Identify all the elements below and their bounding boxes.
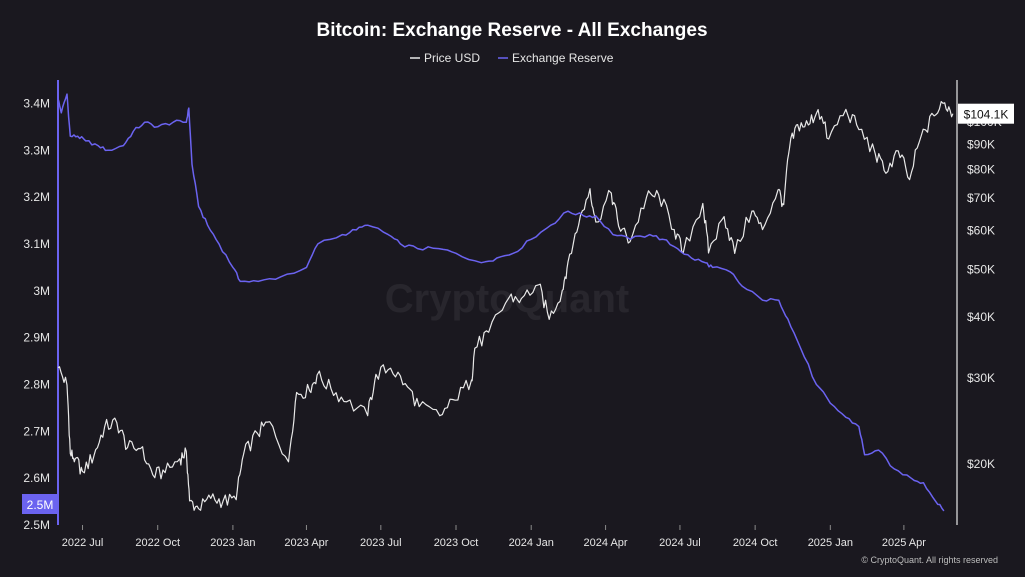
x-tick-label: 2025 Apr — [882, 537, 926, 549]
right-tick-label: $20K — [967, 457, 995, 471]
left-tick-label: 2.9M — [23, 331, 50, 345]
left-tick-label: 3.4M — [23, 96, 50, 110]
price-badge-value: $104.1K — [964, 108, 1009, 122]
x-tick-label: 2023 Jul — [360, 537, 402, 549]
x-tick-label: 2024 Oct — [733, 537, 778, 549]
right-tick-label: $60K — [967, 224, 995, 238]
legend-item-reserve[interactable]: Exchange Reserve — [498, 51, 614, 65]
right-tick-label: $40K — [967, 310, 995, 324]
left-tick-label: 3M — [33, 284, 50, 298]
x-tick-label: 2023 Apr — [284, 537, 328, 549]
x-tick-label: 2024 Jan — [509, 537, 554, 549]
x-tick-label: 2024 Apr — [584, 537, 628, 549]
exchange-reserve-line — [57, 93, 945, 512]
left-tick-label: 2.6M — [23, 471, 50, 485]
right-tick-label: $30K — [967, 371, 995, 385]
legend-reserve-label: Exchange Reserve — [512, 51, 614, 65]
copyright-text: © CryptoQuant. All rights reserved — [861, 555, 998, 565]
x-tick-label: 2024 Jul — [659, 537, 701, 549]
x-axis-ticks: 2022 Jul 2022 Oct 2023 Jan 2023 Apr 2023 Jul… — [62, 525, 926, 549]
x-tick-label: 2023 Jan — [210, 537, 255, 549]
legend-item-price[interactable]: Price USD — [410, 51, 480, 65]
watermark: CryptoQuant — [385, 277, 629, 321]
right-tick-label: $80K — [967, 163, 995, 177]
x-tick-label: 2022 Oct — [135, 537, 180, 549]
legend-price-label: Price USD — [424, 51, 480, 65]
x-tick-label: 2023 Oct — [434, 537, 479, 549]
right-tick-label: $50K — [967, 262, 995, 276]
chart-title: Bitcoin: Exchange Reserve - All Exchange… — [316, 20, 707, 41]
reserve-badge-value: 2.5M — [27, 498, 54, 512]
price-usd-line — [57, 101, 954, 511]
x-tick-label: 2022 Jul — [62, 537, 104, 549]
left-axis-ticks: 2.5M 2.6M 2.7M 2.8M 2.9M 3M 3.1M 3.2M 3.3M 3.4M — [23, 96, 50, 532]
x-tick-label: 2025 Jan — [808, 537, 853, 549]
left-tick-label: 3.1M — [23, 237, 50, 251]
price-current-badge: $104.1K — [958, 103, 1014, 124]
left-tick-label: 2.5M — [23, 518, 50, 532]
reserve-current-badge: 2.5M — [22, 494, 58, 514]
right-tick-label: $90K — [967, 138, 995, 152]
legend: Price USD Exchange Reserve — [410, 51, 614, 65]
left-tick-label: 2.8M — [23, 377, 50, 391]
left-tick-label: 3.2M — [23, 190, 50, 204]
left-tick-label: 2.7M — [23, 424, 50, 438]
left-tick-label: 3.3M — [23, 143, 50, 157]
right-tick-label: $70K — [967, 191, 995, 205]
price-badge-box — [958, 103, 1014, 124]
reserve-badge-box — [22, 494, 58, 514]
